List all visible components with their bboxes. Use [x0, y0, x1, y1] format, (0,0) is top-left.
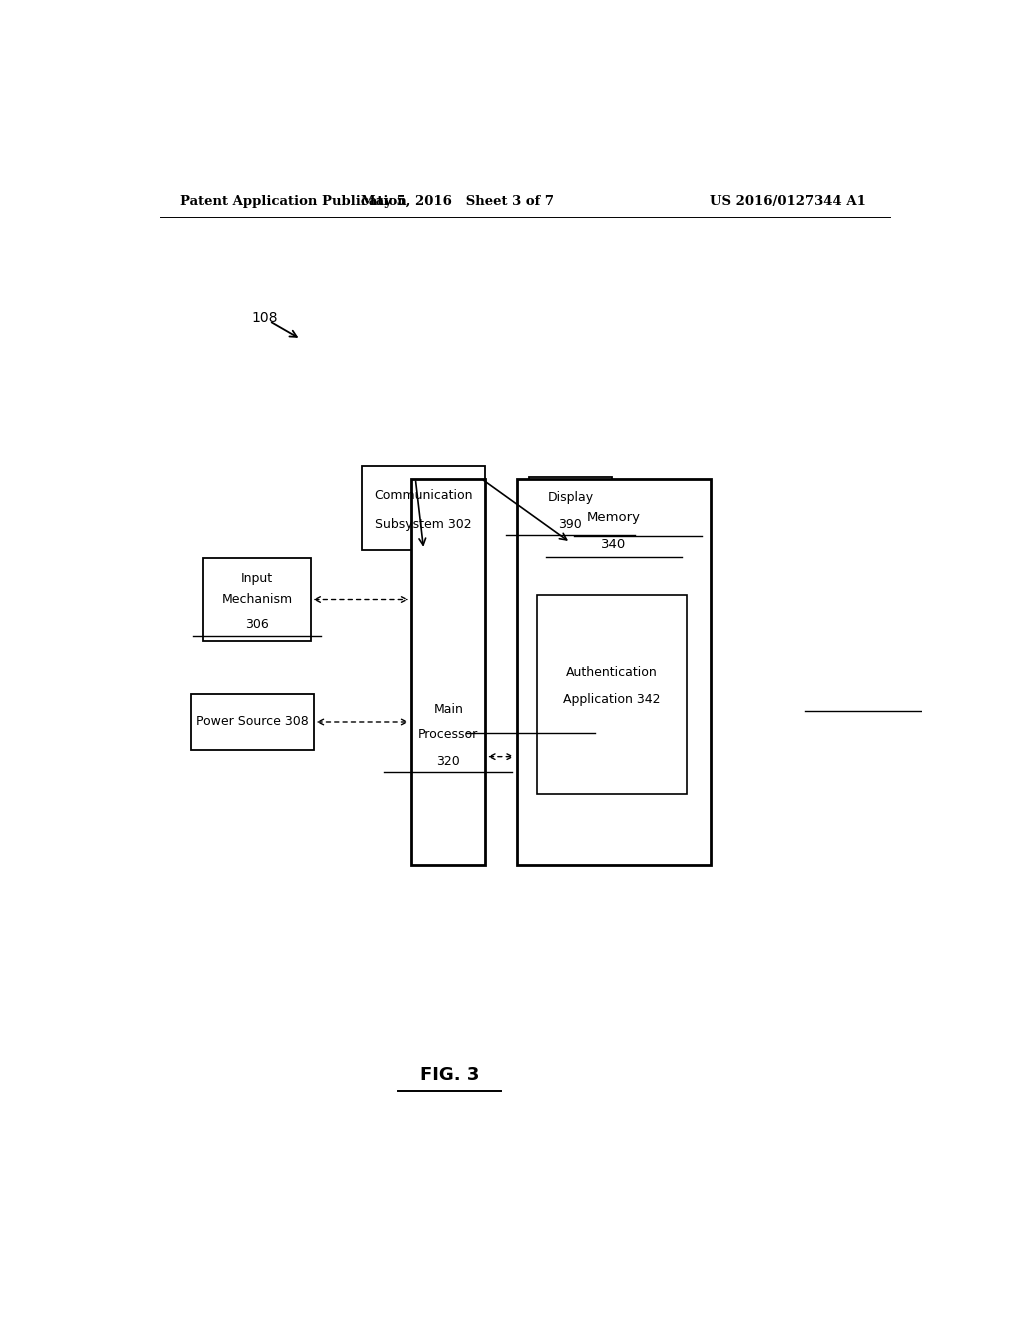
Text: Patent Application Publication: Patent Application Publication — [179, 194, 407, 207]
Bar — [537, 595, 687, 793]
Text: Memory: Memory — [587, 511, 641, 524]
Bar — [204, 558, 310, 642]
Text: Mechanism: Mechanism — [221, 593, 293, 606]
Text: US 2016/0127344 A1: US 2016/0127344 A1 — [711, 194, 866, 207]
Text: Processor: Processor — [418, 729, 478, 742]
Bar — [412, 479, 485, 865]
Bar — [517, 479, 712, 865]
Text: Authentication: Authentication — [566, 665, 658, 678]
Text: Input: Input — [241, 572, 273, 585]
Bar — [528, 477, 612, 543]
Bar — [190, 694, 313, 750]
Text: Subsystem 302: Subsystem 302 — [376, 519, 472, 531]
Text: Display: Display — [548, 491, 594, 504]
Text: 390: 390 — [558, 517, 583, 531]
Text: Main: Main — [433, 702, 463, 715]
Text: 108: 108 — [251, 312, 278, 325]
Text: FIG. 3: FIG. 3 — [420, 1067, 479, 1084]
Text: 340: 340 — [601, 539, 627, 552]
Text: May 5, 2016   Sheet 3 of 7: May 5, 2016 Sheet 3 of 7 — [360, 194, 554, 207]
Text: Application 342: Application 342 — [563, 693, 660, 706]
Text: Communication: Communication — [375, 488, 473, 502]
Text: 306: 306 — [245, 618, 269, 631]
Text: Power Source 308: Power Source 308 — [196, 715, 308, 729]
Bar — [362, 466, 485, 549]
Text: 320: 320 — [436, 755, 460, 768]
